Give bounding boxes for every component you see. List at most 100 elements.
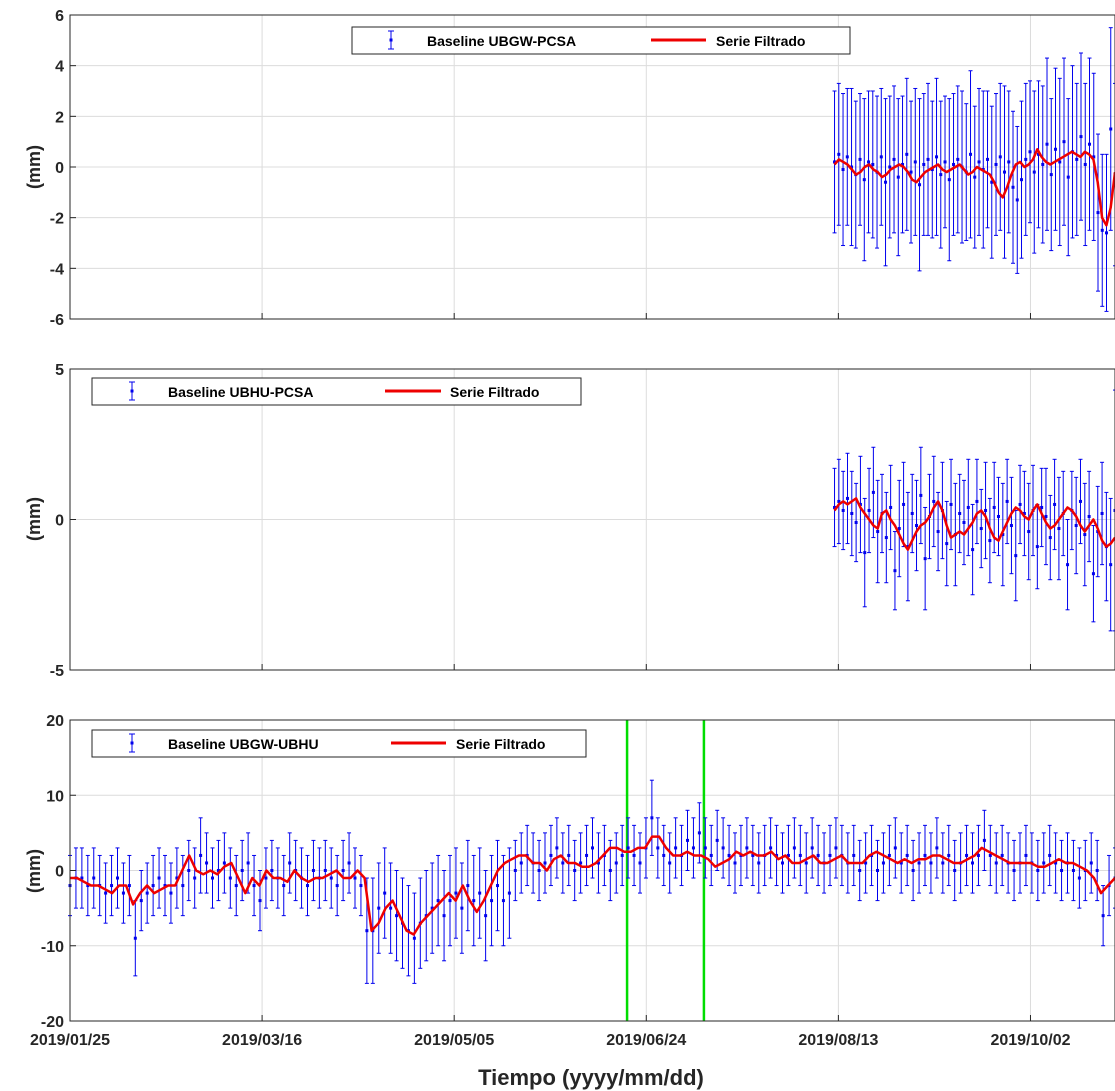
data-point xyxy=(810,846,814,850)
y-tick-label: 5 xyxy=(55,362,64,379)
legend: Baseline UBGW-UBHU Serie Filtrado xyxy=(91,729,587,758)
data-point xyxy=(862,178,866,182)
data-point xyxy=(187,869,191,872)
data-point xyxy=(945,542,949,546)
x-axis-label: Tiempo (yyyy/mm/dd) xyxy=(478,1065,704,1090)
y-tick-label: 20 xyxy=(46,713,64,730)
data-point xyxy=(982,838,986,842)
data-point xyxy=(632,853,636,857)
data-point xyxy=(638,861,642,865)
data-point xyxy=(909,170,913,174)
data-point xyxy=(1109,127,1113,131)
data-point xyxy=(507,891,511,895)
data-point xyxy=(781,861,784,865)
y-tick-label: -6 xyxy=(50,312,64,329)
legend-errorbar-symbol xyxy=(388,30,394,50)
data-point xyxy=(858,502,862,506)
data-point xyxy=(92,876,96,880)
data-point xyxy=(650,816,654,820)
data-point xyxy=(1036,869,1040,872)
x-tick-label: 2019/01/25 xyxy=(30,1032,110,1049)
data-point xyxy=(919,493,923,497)
data-point xyxy=(1028,150,1032,154)
data-point xyxy=(1020,178,1024,182)
data-point xyxy=(436,899,440,903)
data-point xyxy=(555,846,559,850)
data-point xyxy=(288,861,292,865)
data-point xyxy=(947,853,951,857)
data-point xyxy=(893,846,897,850)
filtered-line xyxy=(833,148,1115,227)
data-point xyxy=(121,891,125,895)
data-point xyxy=(697,831,701,835)
data-point xyxy=(157,876,161,880)
data-point xyxy=(757,861,761,865)
y-tick-label: 0 xyxy=(55,160,64,177)
data-point xyxy=(496,884,499,888)
data-point xyxy=(745,846,749,850)
data-point xyxy=(910,511,914,515)
data-point xyxy=(585,853,589,857)
data-point xyxy=(228,876,232,880)
data-point xyxy=(971,548,975,552)
data-markers xyxy=(833,127,1115,235)
data-point xyxy=(715,838,719,842)
data-point xyxy=(490,899,494,903)
y-ticks: -5 0 5 xyxy=(50,362,1031,680)
x-tick-label: 2019/08/13 xyxy=(798,1032,878,1049)
data-point xyxy=(472,899,476,903)
data-point xyxy=(1024,853,1028,857)
data-point xyxy=(1101,914,1105,918)
data-point xyxy=(845,155,849,159)
data-point xyxy=(902,502,906,506)
data-point xyxy=(798,853,802,857)
data-point xyxy=(1071,869,1075,872)
data-point xyxy=(306,884,309,888)
data-point xyxy=(988,539,992,543)
data-point xyxy=(922,162,926,166)
data-point xyxy=(430,906,434,910)
data-point xyxy=(867,508,871,512)
data-point xyxy=(377,906,381,910)
data-point xyxy=(935,846,939,850)
data-point xyxy=(484,914,488,918)
y-tick-label: 10 xyxy=(46,788,64,805)
data-point xyxy=(850,165,854,169)
data-point xyxy=(871,162,875,166)
data-point xyxy=(915,524,919,528)
data-point xyxy=(1083,533,1087,537)
data-point xyxy=(733,861,737,865)
data-point xyxy=(353,876,357,880)
x-tick-label: 2019/10/02 xyxy=(990,1032,1070,1049)
data-point xyxy=(258,899,262,903)
panel-ubgw-pcsa: -6 -4 -2 0 2 4 6 (mm) Baseline UBGW-PCSA Serie… xyxy=(24,8,1115,329)
x-tick-label: 2019/05/05 xyxy=(414,1032,494,1049)
data-point xyxy=(193,876,197,880)
data-point xyxy=(923,853,927,857)
data-point xyxy=(591,846,594,850)
data-point xyxy=(1054,861,1058,865)
data-point xyxy=(1095,869,1099,872)
data-point xyxy=(833,505,837,509)
panel-ubhu-pcsa: -5 0 5 (mm) Baseline UBHU-PCSA Serie Filtr… xyxy=(24,362,1115,680)
data-point xyxy=(837,152,841,156)
data-point xyxy=(863,551,867,555)
data-point xyxy=(1022,511,1026,515)
data-point xyxy=(1058,160,1062,164)
data-point xyxy=(662,853,666,857)
data-point xyxy=(573,869,577,872)
data-point xyxy=(175,876,179,880)
data-point xyxy=(905,152,909,156)
data-point xyxy=(1024,157,1028,161)
data-point xyxy=(867,160,871,164)
data-point xyxy=(1048,536,1052,540)
data-point xyxy=(674,846,678,850)
data-point xyxy=(1049,173,1053,177)
data-point xyxy=(460,906,464,910)
data-point xyxy=(442,914,446,918)
data-point xyxy=(884,536,888,540)
data-point xyxy=(973,175,977,179)
data-point xyxy=(383,891,387,895)
data-point xyxy=(792,846,796,850)
x-ticks: 2019/01/25 2019/03/16 2019/05/05 2019/06/24… xyxy=(30,1032,1071,1049)
